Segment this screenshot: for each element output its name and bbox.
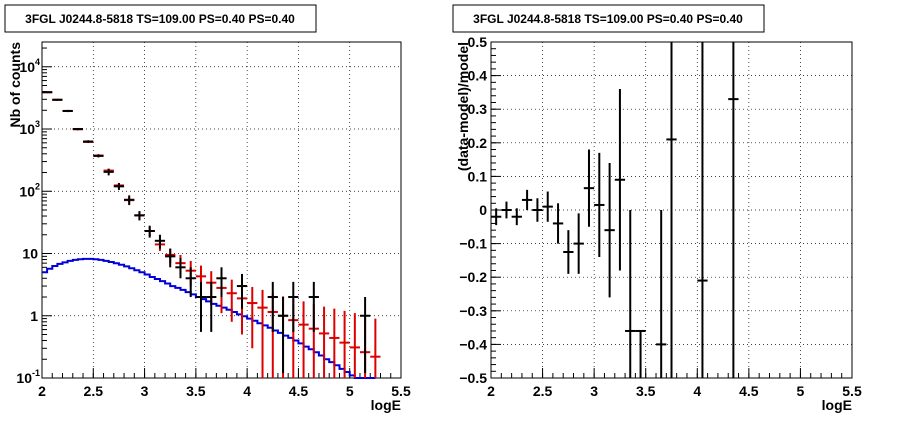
y-tick-label: 0.3 bbox=[468, 101, 488, 117]
left-model-errorbars bbox=[42, 91, 381, 378]
right-panel: 3FGL J0244.8-5818 TS=109.00 PS=0.40 PS=0… bbox=[452, 4, 862, 413]
x-tick-label: 3.5 bbox=[186, 383, 206, 399]
right-x-axis: 2 2.5 3 3.5 4 4.5 5 5.5 bbox=[487, 368, 862, 399]
x-tick-label: 2 bbox=[38, 383, 46, 399]
y-tick-label: −0.3 bbox=[459, 303, 487, 319]
left-y-axis-label: Nb of counts bbox=[7, 42, 23, 128]
right-x-axis-label: logE bbox=[822, 397, 852, 413]
x-tick-label: 5.5 bbox=[842, 383, 862, 399]
x-tick-label: 4.5 bbox=[739, 383, 759, 399]
x-tick-label: 3.5 bbox=[636, 383, 656, 399]
y-tick-label: −0.4 bbox=[459, 336, 487, 352]
x-tick-label: 5.5 bbox=[391, 383, 411, 399]
left-title: 3FGL J0244.8-5818 TS=109.00 PS=0.40 PS=0… bbox=[25, 12, 295, 26]
right-title-box bbox=[452, 4, 765, 33]
right-residual-errorbars bbox=[491, 42, 739, 378]
model-step-line bbox=[42, 257, 376, 379]
y-tick-label: −0.2 bbox=[459, 269, 487, 285]
x-tick-label: 4 bbox=[693, 383, 701, 399]
x-tick-label: 4 bbox=[243, 383, 251, 399]
y-tick-label: 0.4 bbox=[468, 68, 488, 84]
y-tick-label: 1 bbox=[30, 308, 38, 324]
y-tick-label: 0.5 bbox=[468, 34, 488, 50]
x-tick-label: 3 bbox=[141, 383, 149, 399]
right-title: 3FGL J0244.8-5818 TS=109.00 PS=0.40 PS=0… bbox=[473, 12, 743, 26]
y-tick-label: 102 bbox=[19, 181, 40, 199]
left-title-box bbox=[4, 4, 317, 33]
left-panel: 3FGL J0244.8-5818 TS=109.00 PS=0.40 PS=0… bbox=[4, 4, 411, 413]
y-tick-label: 10-1 bbox=[16, 368, 40, 386]
x-tick-label: 2 bbox=[487, 383, 495, 399]
y-tick-label: 0.1 bbox=[468, 168, 488, 184]
x-tick-label: 2.5 bbox=[84, 383, 104, 399]
y-tick-label: −0.1 bbox=[459, 236, 487, 252]
x-tick-label: 4.5 bbox=[289, 383, 309, 399]
y-tick-label: 0 bbox=[479, 202, 487, 218]
left-y-axis: 10-1 1 10 102 103 104 bbox=[16, 47, 52, 386]
y-tick-label: 104 bbox=[19, 57, 40, 75]
y-tick-label: 0.2 bbox=[468, 135, 488, 151]
left-x-axis-label: logE bbox=[371, 397, 401, 413]
x-tick-label: 2.5 bbox=[533, 383, 553, 399]
left-model-histogram bbox=[42, 257, 376, 379]
x-tick-label: 5 bbox=[797, 383, 805, 399]
left-plot-frame bbox=[41, 41, 402, 379]
left-data-errorbars bbox=[42, 91, 371, 374]
x-tick-label: 5 bbox=[346, 383, 354, 399]
left-grid bbox=[42, 42, 401, 378]
y-tick-label: 103 bbox=[19, 119, 40, 137]
y-tick-label: 10 bbox=[22, 246, 38, 262]
x-tick-label: 3 bbox=[590, 383, 598, 399]
y-tick-label: −0.5 bbox=[459, 370, 487, 386]
right-y-axis: −0.5 −0.4 −0.3 −0.2 −0.1 0 0.1 0.2 0.3 0.4 0.5 bbox=[459, 34, 501, 386]
right-y-axis-label: (data-model)/model bbox=[455, 42, 471, 171]
